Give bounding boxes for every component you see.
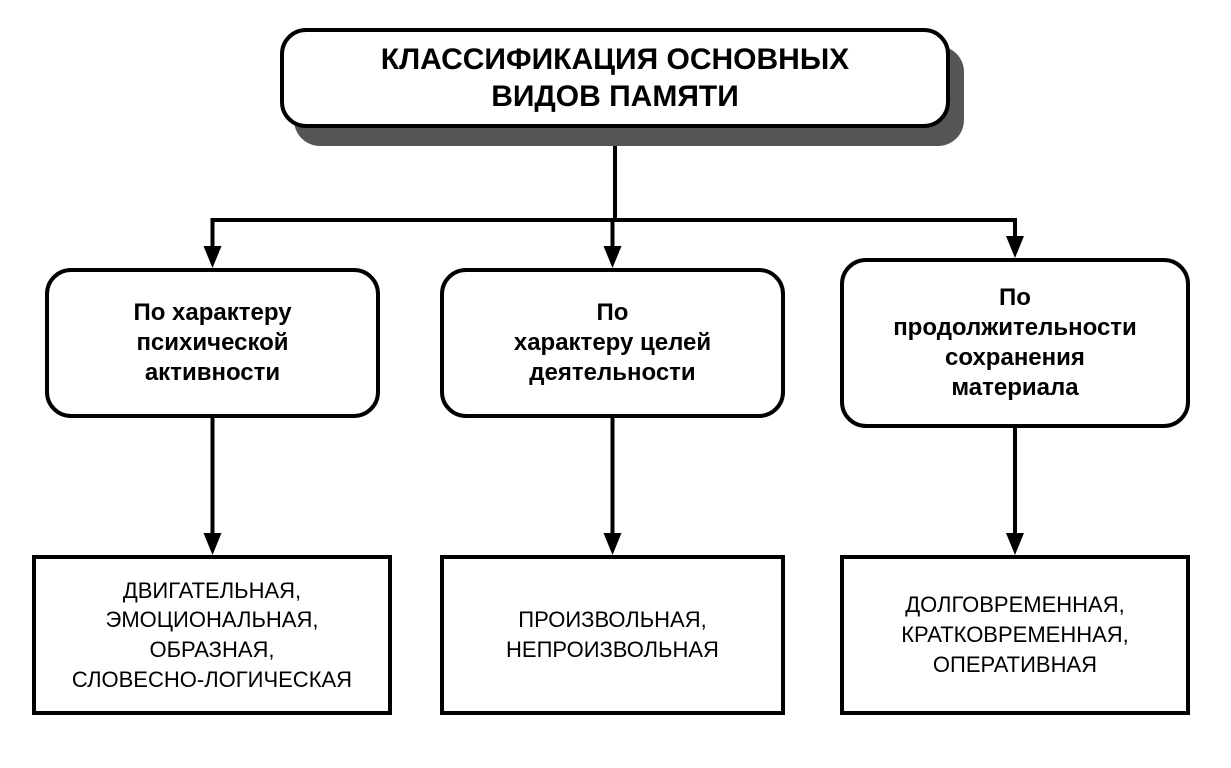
category-box-activity: По характеру психической активности xyxy=(45,268,380,418)
category-label: По характеру психической активности xyxy=(133,298,291,388)
memory-classification-diagram: КЛАССИФИКАЦИЯ ОСНОВНЫХ ВИДОВ ПАМЯТИ По х… xyxy=(0,0,1231,768)
diagram-title-text: КЛАССИФИКАЦИЯ ОСНОВНЫХ ВИДОВ ПАМЯТИ xyxy=(381,41,849,116)
leaf-box-goals: ПРОИЗВОЛЬНАЯ, НЕПРОИЗВОЛЬНАЯ xyxy=(440,555,785,715)
category-box-goals: По характеру целей деятельности xyxy=(440,268,785,418)
category-box-duration: По продолжительности сохранения материал… xyxy=(840,258,1190,428)
leaf-box-duration: ДОЛГОВРЕМЕННАЯ, КРАТКОВРЕМЕННАЯ, ОПЕРАТИ… xyxy=(840,555,1190,715)
category-label: По продолжительности сохранения материал… xyxy=(893,283,1137,403)
leaf-label: ДОЛГОВРЕМЕННАЯ, КРАТКОВРЕМЕННАЯ, ОПЕРАТИ… xyxy=(901,590,1129,679)
leaf-label: ДВИГАТЕЛЬНАЯ, ЭМОЦИОНАЛЬНАЯ, ОБРАЗНАЯ, С… xyxy=(72,576,352,695)
diagram-title: КЛАССИФИКАЦИЯ ОСНОВНЫХ ВИДОВ ПАМЯТИ xyxy=(280,28,950,128)
leaf-box-activity: ДВИГАТЕЛЬНАЯ, ЭМОЦИОНАЛЬНАЯ, ОБРАЗНАЯ, С… xyxy=(32,555,392,715)
category-label: По характеру целей деятельности xyxy=(514,298,711,388)
leaf-label: ПРОИЗВОЛЬНАЯ, НЕПРОИЗВОЛЬНАЯ xyxy=(506,605,719,664)
